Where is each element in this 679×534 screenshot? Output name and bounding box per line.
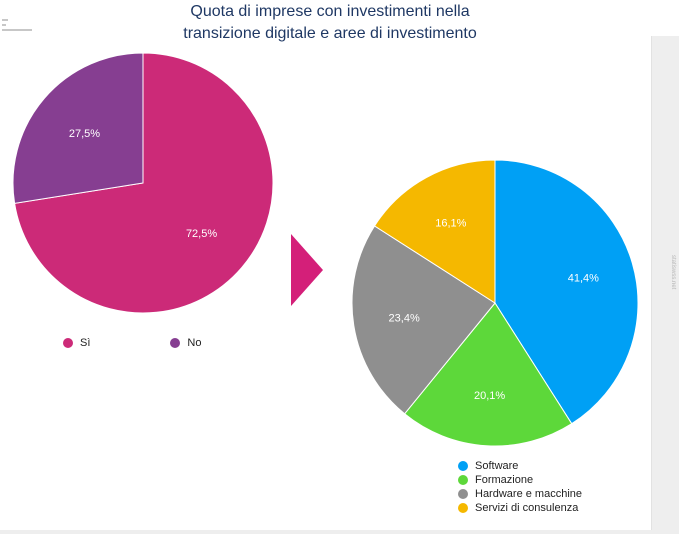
- legend-marker-software: [458, 461, 468, 471]
- slice-label-servizi-di-consulenza: 16,1%: [435, 217, 466, 229]
- pie-slice-software[interactable]: [494, 159, 639, 425]
- legend-item-consulenza[interactable]: Servizi di consulenza: [458, 501, 582, 515]
- legend-marker-hardware: [458, 489, 468, 499]
- slice-label-no: 27,5%: [69, 128, 100, 140]
- right-margin-strip: [651, 36, 679, 534]
- side-watermark: statiswss.net: [670, 255, 676, 290]
- slice-label-hardware-e-macchine: 23,4%: [389, 313, 420, 325]
- title-line-1: Quota di imprese con investimenti nella: [190, 3, 470, 20]
- legend-aree: Software Formazione Hardware e macchine …: [458, 459, 582, 515]
- legend-label-formazione: Formazione: [475, 474, 534, 486]
- pie-slice-hardware-e-macchine[interactable]: [351, 225, 496, 415]
- pie-chart-aree: 41,4% 20,1% 23,4% 16,1%: [351, 159, 639, 447]
- legend-label-si: Sì: [80, 337, 91, 349]
- legend-marker-si: [63, 338, 73, 348]
- pie-slice-formazione[interactable]: [403, 302, 573, 447]
- pie-chart-investimenti: 72,5% 27,5%: [12, 52, 274, 314]
- chart-title: Quota di imprese con investimenti nella …: [110, 1, 550, 45]
- legend-item-si[interactable]: Sì: [63, 336, 90, 350]
- legend-item-no[interactable]: No: [170, 336, 201, 350]
- legend-marker-consulenza: [458, 503, 468, 513]
- title-band: [0, 0, 679, 44]
- legend-marker-no: [170, 338, 181, 348]
- legend-label-hardware: Hardware e macchine: [475, 488, 582, 500]
- legend-item-software[interactable]: Software: [458, 459, 582, 473]
- source-logo: [2, 16, 34, 38]
- slice-label-si: 72,5%: [186, 228, 217, 240]
- pie-slice-no[interactable]: [12, 52, 144, 204]
- legend-investimenti: Sì No: [63, 336, 281, 350]
- legend-label-software: Software: [475, 460, 519, 472]
- title-line-2: transizione digitale e aree di investime…: [183, 25, 477, 42]
- arrow-icon: [291, 234, 323, 306]
- pie-slice-servizi-di-consulenza[interactable]: [373, 159, 496, 304]
- slice-label-software: 41,4%: [568, 272, 599, 284]
- legend-item-formazione[interactable]: Formazione: [458, 473, 582, 487]
- legend-label-consulenza: Servizi di consulenza: [475, 502, 579, 514]
- slice-label-formazione: 20,1%: [474, 390, 505, 402]
- legend-marker-formazione: [458, 475, 468, 485]
- bottom-margin-strip: [0, 530, 652, 534]
- pie-slice-si[interactable]: [14, 52, 274, 314]
- legend-label-no: No: [187, 337, 202, 349]
- legend-item-hardware[interactable]: Hardware e macchine: [458, 487, 582, 501]
